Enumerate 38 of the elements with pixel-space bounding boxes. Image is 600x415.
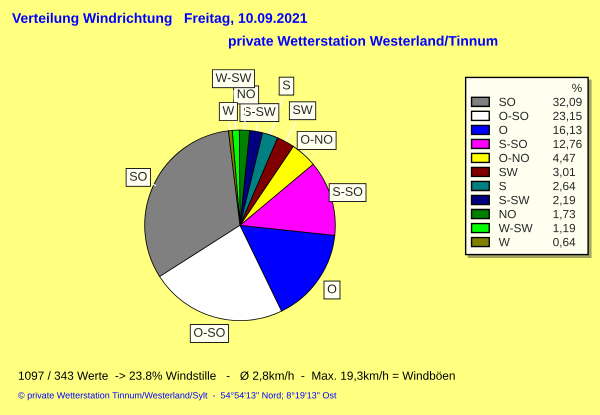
- chart-title: Verteilung Windrichtung Freitag, 10.09.2021: [12, 12, 308, 26]
- slice-label: SW: [293, 105, 313, 114]
- text: 1097 / 343 Werte -> 23.8% Windstille - Ø 2,8km/h - Max. 19,3km/h = Windböen: [18, 371, 455, 382]
- legend-label: W-SW: [498, 224, 533, 232]
- data-label: 2,64: [553, 182, 576, 192]
- slice-label: O-SO: [194, 328, 225, 337]
- legend-label: SO: [499, 98, 516, 106]
- category-label: S-SW: [244, 107, 276, 116]
- legend-label: O-NO: [499, 154, 529, 162]
- data-label: 3,01: [553, 168, 576, 178]
- data-label: 4,47: [552, 154, 576, 164]
- legend-label: W: [498, 238, 510, 246]
- slice-label: S: [282, 80, 290, 90]
- data-label: 16,13: [554, 126, 582, 136]
- data-label: 32,09: [553, 98, 582, 108]
- slice-label: W: [222, 106, 234, 115]
- legend-title: %: [572, 84, 582, 92]
- legend-label: SW: [499, 168, 518, 176]
- slice-label: S-SO: [332, 187, 362, 196]
- text: © private Wetterstation Tinnum/Westerland/Sylt - 54°54'13" Nord; 8°19'13" Ost: [18, 392, 336, 400]
- slice-label: O-NO: [300, 134, 332, 144]
- category-label: NO: [238, 89, 255, 98]
- data-label: 1,19: [554, 224, 576, 234]
- chart-subtitle: private Wetterstation Westerland/Tinnum: [228, 36, 498, 49]
- legend-label: S-SO: [499, 140, 527, 148]
- data-label: 2,19: [553, 196, 576, 206]
- data-label: 23,15: [553, 112, 582, 122]
- legend-label: O: [499, 126, 508, 134]
- legend-label: O-SO: [499, 112, 528, 120]
- data-label: 1,73: [554, 210, 576, 220]
- slice-label: O: [328, 284, 336, 294]
- legend-label: NO: [500, 210, 516, 218]
- legend-label: S-SW: [499, 196, 530, 204]
- slice-label: W-SW: [216, 73, 252, 82]
- legend-label: S: [499, 182, 506, 190]
- data-label: 0,64: [553, 238, 576, 248]
- slice-label: SO: [130, 172, 147, 181]
- data-label: 12,76: [554, 140, 582, 150]
